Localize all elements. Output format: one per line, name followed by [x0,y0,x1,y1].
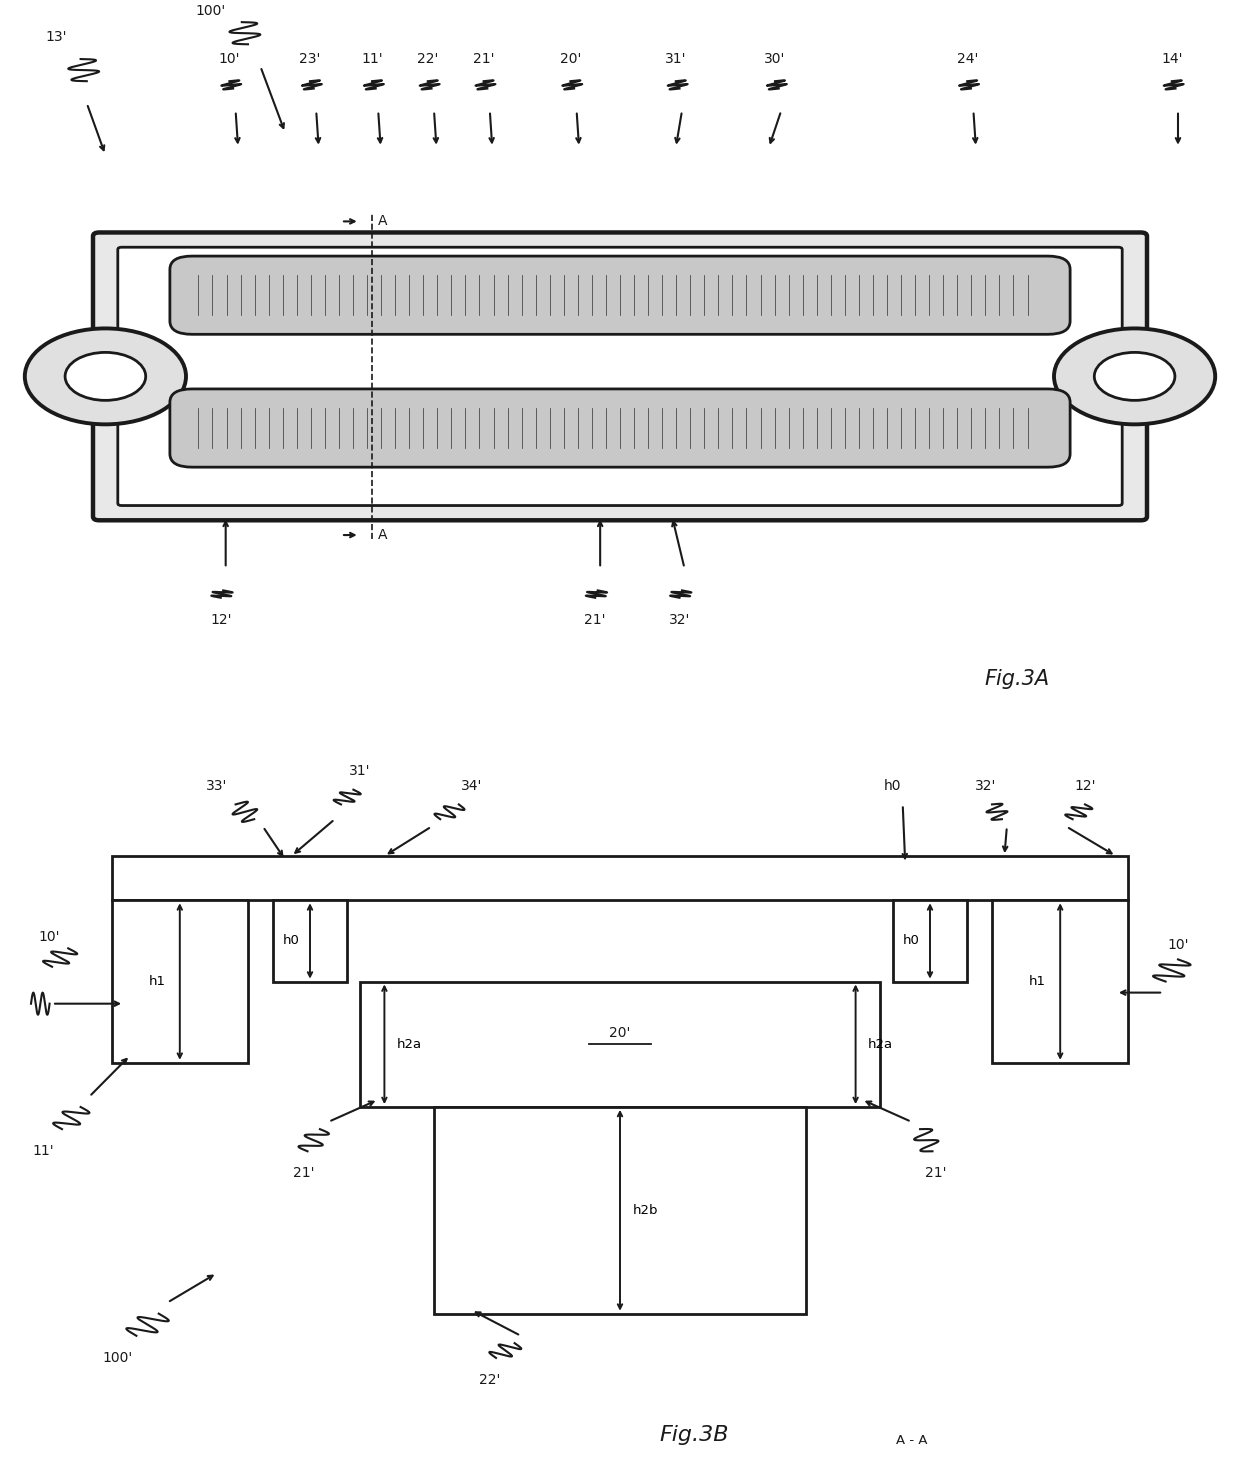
Text: 34': 34' [460,779,482,793]
Text: 32': 32' [975,779,997,793]
Text: 100': 100' [103,1351,133,1365]
Text: 10': 10' [38,930,61,945]
Text: Fig.3A: Fig.3A [985,669,1049,689]
Text: 100': 100' [196,4,226,18]
Text: Fig.3B: Fig.3B [660,1426,729,1445]
Circle shape [1094,353,1174,400]
Text: 13': 13' [45,30,67,44]
Text: h1: h1 [149,976,166,987]
Circle shape [25,329,186,425]
Text: 24': 24' [956,52,978,66]
Bar [893,900,967,982]
Text: 12': 12' [1074,779,1096,793]
Text: 21': 21' [584,613,606,627]
Text: 21': 21' [925,1166,947,1181]
Text: h0: h0 [903,934,920,948]
Text: 22': 22' [417,52,439,66]
Text: 12': 12' [210,613,232,627]
Bar [112,900,248,1063]
Text: 21': 21' [293,1166,315,1181]
Text: h2b: h2b [632,1204,658,1216]
Text: h0: h0 [884,779,901,793]
Text: A - A: A - A [895,1435,928,1446]
Text: 31': 31' [348,765,371,778]
Text: 30': 30' [764,52,786,66]
Text: A: A [378,528,388,542]
Text: 31': 31' [665,52,687,66]
Circle shape [64,353,146,400]
Bar [360,982,880,1107]
Text: 33': 33' [206,779,228,793]
Bar [434,1107,806,1314]
Text: 20': 20' [559,52,582,66]
Text: 10': 10' [1167,937,1189,952]
Text: 10': 10' [218,52,241,66]
Text: 14': 14' [1161,52,1183,66]
Bar [273,900,347,982]
Circle shape [1054,329,1215,425]
FancyBboxPatch shape [93,232,1147,520]
Text: 11': 11' [361,52,383,66]
FancyBboxPatch shape [118,246,1122,505]
Text: 21': 21' [472,52,495,66]
Text: A: A [378,214,388,229]
Bar [992,900,1128,1063]
Text: 32': 32' [668,613,691,627]
Text: 11': 11' [32,1144,55,1159]
Text: 20': 20' [609,1026,631,1041]
Text: h0: h0 [283,934,300,948]
Text: h1: h1 [1029,976,1047,987]
Text: h2a: h2a [868,1038,893,1051]
FancyBboxPatch shape [170,257,1070,335]
Text: h2a: h2a [397,1038,422,1051]
Bar [112,856,1128,900]
Text: 23': 23' [299,52,321,66]
FancyBboxPatch shape [170,388,1070,466]
Text: 22': 22' [479,1373,501,1387]
